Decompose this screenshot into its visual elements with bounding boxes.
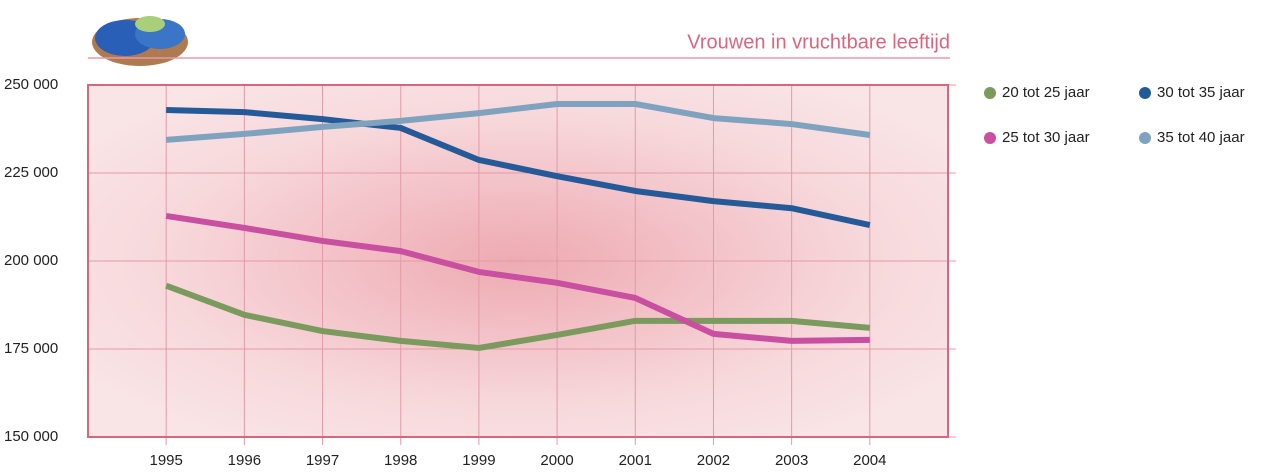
x-tick-label: 2004 [853, 452, 886, 469]
x-tick-label: 1998 [384, 452, 417, 469]
legend-swatch [1139, 132, 1151, 144]
x-tick-label: 2003 [775, 452, 808, 469]
legend-swatch [1139, 87, 1151, 99]
y-tick-label: 225 000 [4, 164, 58, 181]
y-tick-label: 150 000 [4, 428, 58, 445]
legend-label: 25 tot 30 jaar [1002, 129, 1090, 146]
legend-swatch [984, 87, 996, 99]
page: {"chart_data": {"type": "line", "title":… [0, 0, 1287, 472]
y-tick-label: 175 000 [4, 340, 58, 357]
legend-label: 30 tot 35 jaar [1157, 84, 1245, 101]
x-tick-label: 1997 [306, 452, 339, 469]
x-tick-label: 1999 [462, 452, 495, 469]
legend-swatch [984, 132, 996, 144]
x-tick-label: 1996 [228, 452, 261, 469]
legend-label: 35 tot 40 jaar [1157, 129, 1245, 146]
y-tick-label: 200 000 [4, 252, 58, 269]
y-tick-label: 250 000 [4, 76, 58, 93]
x-tick-label: 2002 [697, 452, 730, 469]
chart-title: Vrouwen in vruchtbare leeftijd [687, 31, 950, 53]
x-tick-label: 1995 [149, 452, 182, 469]
x-tick-label: 2001 [619, 452, 652, 469]
legend-label: 20 tot 25 jaar [1002, 84, 1090, 101]
x-tick-label: 2000 [540, 452, 573, 469]
chart: Vrouwen in vruchtbare leeftijd 150 000 17… [0, 0, 1287, 472]
